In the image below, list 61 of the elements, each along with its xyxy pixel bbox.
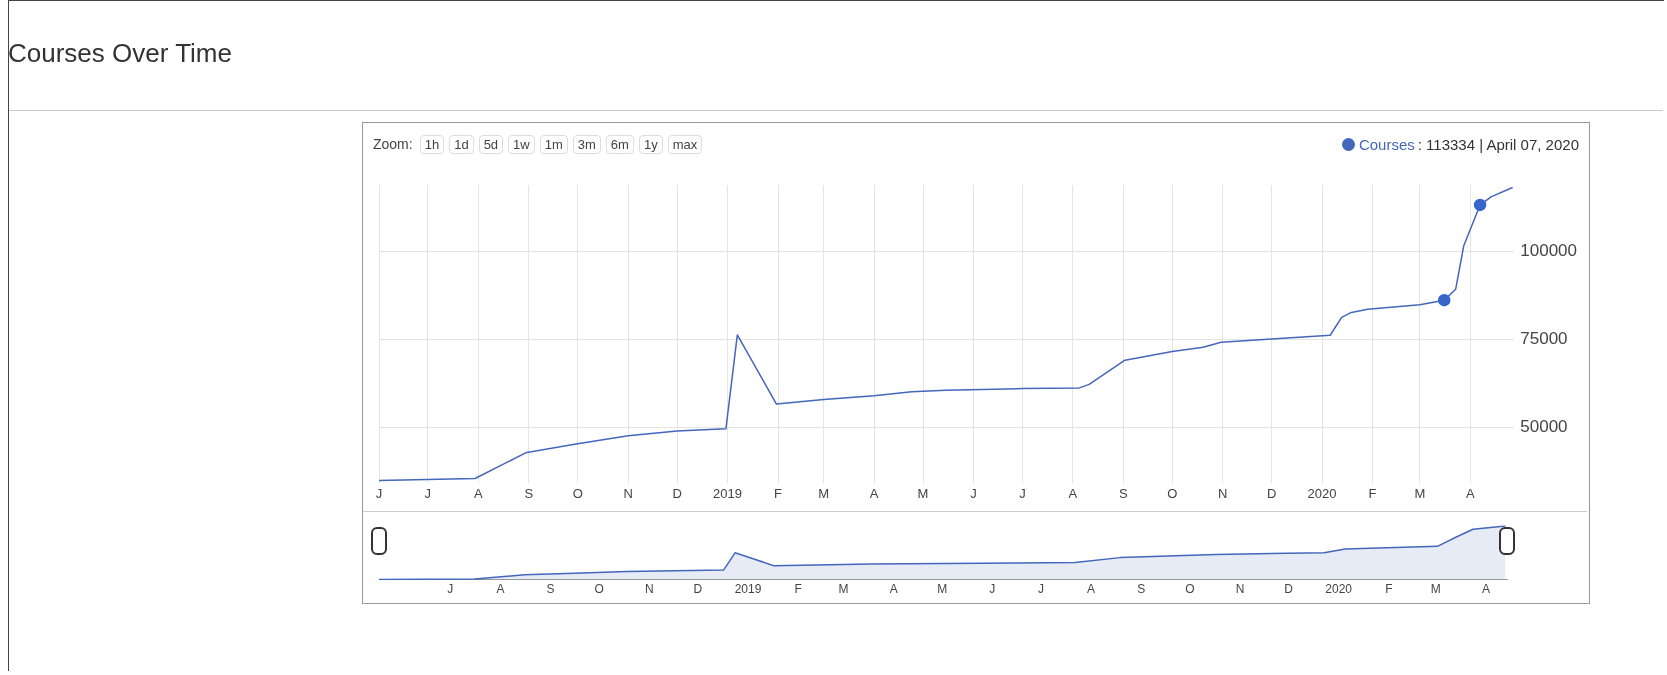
x-tick-label: O — [572, 485, 583, 501]
x-tick-label: D — [672, 485, 682, 501]
x-tick-label: A — [496, 582, 505, 597]
x-tick-label: O — [1185, 582, 1195, 597]
text: 5d — [478, 134, 504, 154]
x-tick-label: F — [1385, 582, 1393, 597]
x-tick-label: M — [1430, 582, 1441, 597]
x-tick-label: S — [1119, 485, 1129, 501]
x-tick-label: F — [774, 485, 783, 501]
text: 1y — [638, 134, 663, 154]
x-tick-label: M — [1414, 485, 1426, 501]
x-tick-label: F — [1368, 485, 1377, 501]
x-tick-label: J — [375, 485, 383, 501]
text: 1w — [508, 134, 535, 154]
x-tick-label: A — [1087, 582, 1096, 597]
text: 1m — [539, 134, 568, 154]
x-tick-label: M — [917, 485, 929, 501]
x-tick-label: A — [1465, 485, 1475, 501]
x-tick-label: S — [546, 582, 555, 597]
x-tick-label: A — [1481, 582, 1490, 597]
x-tick-label: 2019 — [734, 582, 762, 597]
text: Zoom: — [373, 136, 413, 152]
text: max — [667, 134, 703, 154]
text: : 113334 | April 07, 2020 — [1417, 135, 1579, 153]
x-tick-label: M — [937, 582, 948, 597]
x-tick-label: A — [474, 485, 484, 501]
x-tick-label: J — [447, 582, 454, 597]
x-tick-label: J — [1037, 582, 1044, 597]
x-tick-label: O — [1167, 485, 1178, 501]
text: 1h — [419, 134, 445, 154]
x-tick-label: 2020 — [1325, 582, 1353, 597]
x-tick-label: J — [424, 485, 432, 501]
x-tick-label: S — [1137, 582, 1146, 597]
x-tick-label: S — [524, 485, 534, 501]
x-tick-label: M — [818, 485, 830, 501]
x-tick-label: J — [989, 582, 996, 597]
x-tick-label: O — [594, 582, 604, 597]
legend-label: Courses — [1358, 135, 1415, 153]
text: Courses Over Time — [8, 38, 232, 69]
x-tick-label: N — [623, 485, 633, 501]
x-tick-label: 2020 — [1307, 485, 1337, 501]
x-tick-label: N — [1218, 485, 1228, 501]
text: 3m — [572, 134, 601, 154]
x-tick-label: 2019 — [713, 485, 743, 501]
x-tick-label: N — [644, 582, 654, 597]
x-tick-label: N — [1235, 582, 1245, 597]
x-tick-label: D — [693, 582, 703, 597]
x-tick-label: D — [1284, 582, 1294, 597]
x-tick-label: A — [889, 582, 898, 597]
x-tick-label: J — [1019, 485, 1026, 501]
x-tick-label: A — [1068, 485, 1078, 501]
text: 6m — [605, 134, 634, 154]
y-tick-label: 50000 — [1520, 416, 1568, 436]
text: 1d — [449, 134, 474, 154]
x-tick-label: D — [1266, 485, 1277, 501]
x-tick-label: J — [970, 485, 977, 501]
y-tick-label: 100000 — [1520, 241, 1578, 261]
x-tick-label: M — [838, 582, 849, 597]
x-tick-label: A — [869, 485, 879, 501]
x-tick-label: F — [794, 582, 802, 597]
y-tick-label: 75000 — [1520, 329, 1568, 349]
